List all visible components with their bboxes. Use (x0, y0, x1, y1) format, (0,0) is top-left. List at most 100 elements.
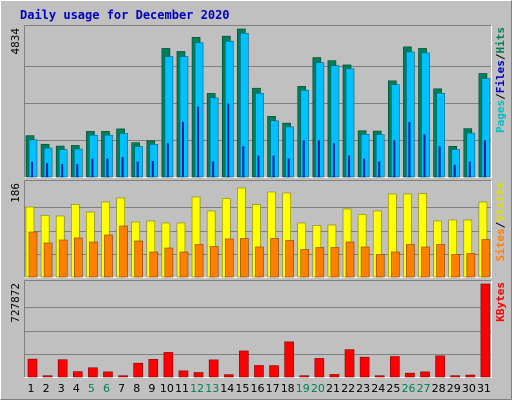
bar-sites (73, 237, 83, 278)
bar-sites (58, 239, 68, 278)
bar-sites (300, 249, 310, 278)
bar-sites (164, 247, 174, 278)
bar-sites (194, 244, 204, 278)
series-label-hits: Hits (494, 27, 507, 54)
bar-pages (272, 155, 275, 177)
bar-pages (423, 134, 426, 177)
series-label-pages: Pages (494, 100, 507, 133)
bar-kbytes (465, 374, 476, 378)
bar-pages (408, 121, 411, 177)
bar-pages (257, 155, 260, 177)
day-label: 18 (281, 382, 295, 395)
bar-sites (209, 246, 219, 278)
day-label: 23 (356, 382, 370, 395)
bar-sites (481, 239, 491, 278)
bar-kbytes (405, 372, 415, 378)
bar-kbytes (208, 359, 219, 378)
bar-pages (468, 161, 471, 177)
bar-sites (315, 247, 325, 278)
bar-sites (134, 240, 143, 278)
bar-kbytes (148, 359, 159, 378)
bar-sites (451, 254, 461, 278)
bar-pages (287, 158, 290, 177)
bar-sites (391, 251, 400, 278)
bar-sites (436, 244, 445, 278)
day-label: 22 (341, 382, 355, 395)
bar-pages (181, 121, 184, 177)
series-label-visits: Visits (494, 182, 507, 222)
bar-pages (483, 140, 486, 177)
day-label: 1 (28, 382, 35, 395)
series-label-separator: / (494, 53, 507, 60)
series-label-separator: / (494, 93, 507, 100)
bar-sites (224, 238, 234, 278)
day-label: 15 (235, 382, 249, 395)
bar-sites (240, 238, 249, 278)
bar-pages (136, 161, 139, 177)
bar-sites (270, 238, 279, 278)
y-max-label-visits-sites: 186 (9, 183, 22, 203)
bar-kbytes (72, 371, 83, 378)
bar-sites (104, 234, 113, 278)
day-label: 10 (160, 382, 174, 395)
bar-kbytes (450, 375, 461, 378)
day-label: 13 (205, 382, 219, 395)
bar-sites (43, 242, 53, 278)
bar-sites (179, 251, 189, 278)
panel-kbytes (24, 280, 492, 378)
bar-sites (360, 246, 370, 278)
bar-sites (255, 246, 264, 278)
bar-kbytes (480, 283, 491, 378)
bar-pages (317, 140, 320, 177)
bar-pages (302, 140, 305, 177)
bar-pages (453, 164, 456, 177)
bar-kbytes (254, 365, 264, 378)
bar-sites (149, 251, 159, 278)
bar-pages (438, 146, 441, 177)
bar-kbytes (27, 358, 38, 378)
bar-kbytes (223, 374, 234, 378)
bar-pages (61, 164, 64, 177)
bar-sites (345, 241, 355, 278)
bar-pages (76, 163, 79, 177)
bar-kbytes (178, 370, 189, 378)
bar-kbytes (420, 371, 430, 378)
series-label-visits-sites: Sites/Visits (494, 182, 507, 262)
bar-pages (332, 143, 335, 177)
day-label: 30 (462, 382, 476, 395)
bar-sites (421, 246, 430, 278)
day-label: 28 (432, 382, 446, 395)
day-labels: 1 2 3 4 5 6 7 8 9 10 11 12 13 14 15 16 17 18 19 20 21 22 23 24 2… (28, 382, 491, 395)
bar-kbytes (359, 356, 370, 378)
day-label: 5 (88, 382, 95, 395)
bar-kbytes (390, 356, 400, 378)
bar-sites (28, 231, 38, 278)
bar-sites (466, 253, 476, 278)
bar-pages (151, 161, 154, 177)
bar-pages (197, 106, 200, 177)
bar-sites (406, 244, 415, 278)
day-label: 4 (73, 382, 80, 395)
series-label-kbytes: KBytes (494, 282, 507, 322)
bar-kbytes (239, 350, 249, 378)
bar-kbytes (163, 352, 174, 378)
bar-kbytes (344, 349, 355, 378)
day-label: 7 (118, 382, 125, 395)
bar-pages (31, 161, 33, 177)
day-label: 27 (417, 382, 431, 395)
bar-sites (285, 240, 294, 278)
bar-sites (330, 247, 340, 278)
bar-pages (348, 155, 351, 177)
day-label: 25 (386, 382, 400, 395)
day-label: 16 (251, 382, 265, 395)
bar-sites (119, 225, 128, 278)
bar-pages (166, 143, 169, 177)
bar-sites (375, 254, 385, 278)
series-label-files: Files (494, 60, 507, 93)
bar-kbytes (193, 372, 204, 378)
bar-kbytes (329, 374, 340, 378)
day-label: 3 (58, 382, 65, 395)
y-max-label-hits-files-pages: 4834 (9, 28, 22, 55)
